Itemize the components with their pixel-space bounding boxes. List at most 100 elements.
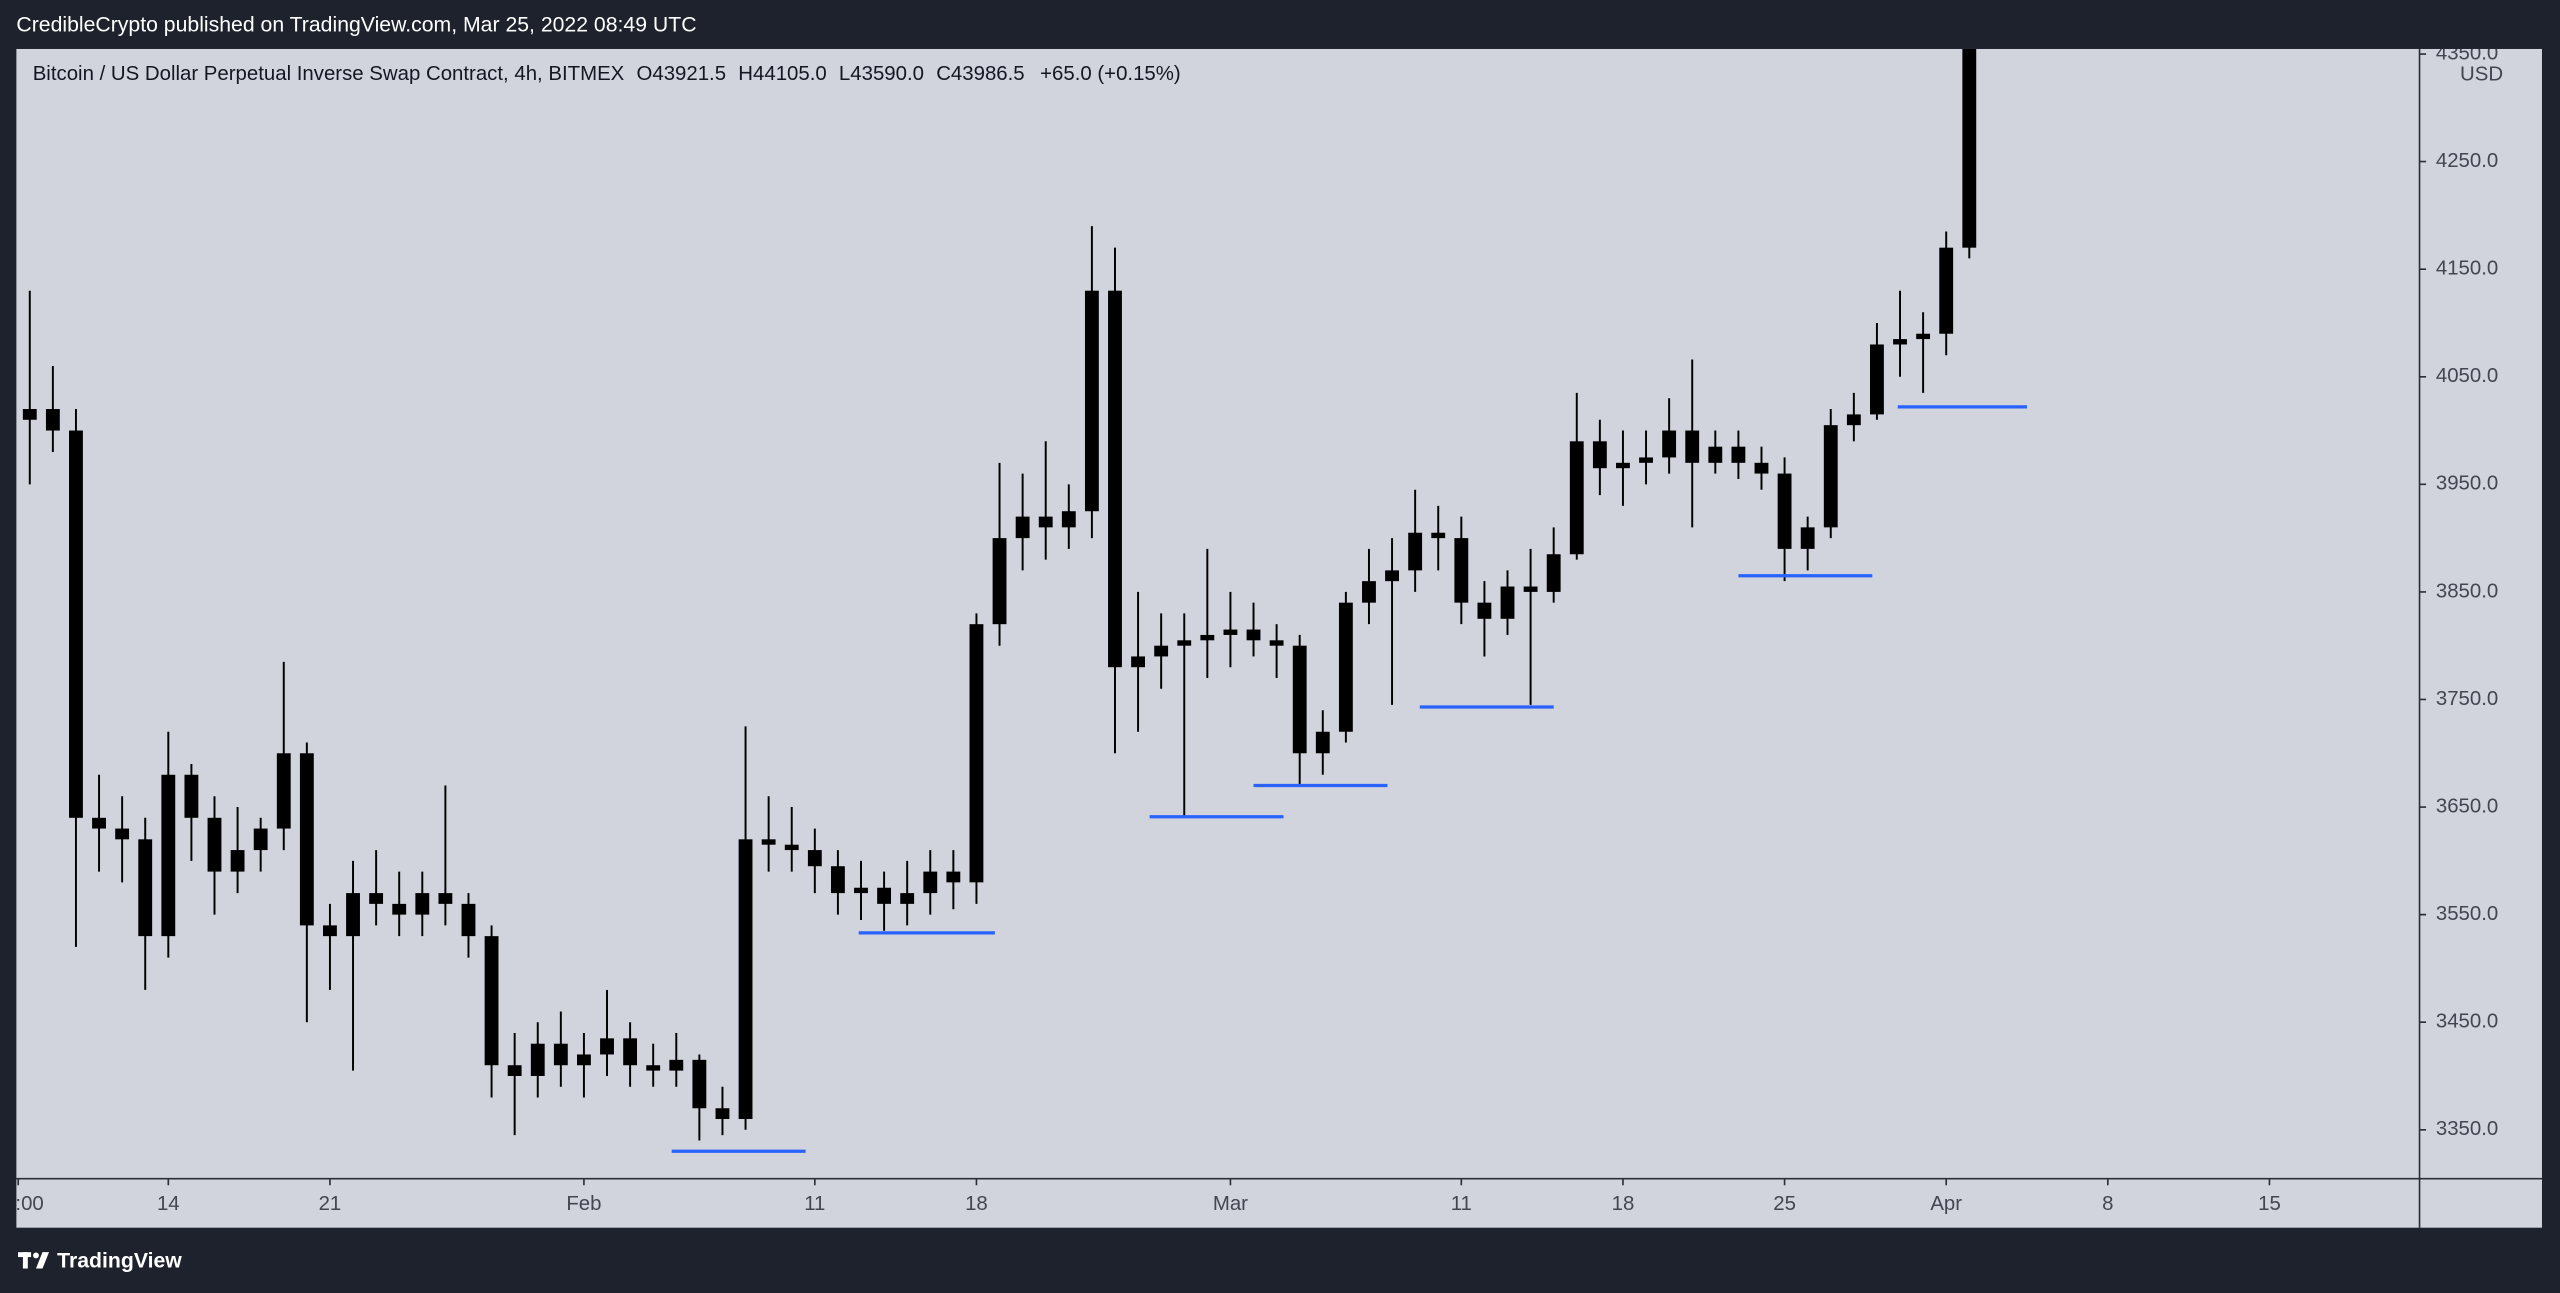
candle-body bbox=[646, 1065, 661, 1071]
candle-body bbox=[1777, 473, 1792, 549]
candle-body bbox=[45, 409, 60, 431]
candle-body bbox=[715, 1108, 730, 1120]
candle-body bbox=[923, 871, 938, 894]
candle-body bbox=[1477, 602, 1492, 619]
candle-body bbox=[115, 828, 130, 840]
x-tick-label: 14 bbox=[157, 1193, 180, 1215]
legend-key: C bbox=[936, 63, 951, 85]
candle-body bbox=[438, 893, 453, 904]
y-tick-label: 4350.0 bbox=[2436, 42, 2498, 64]
brand: TradingView bbox=[57, 1250, 182, 1273]
candle-body bbox=[1523, 586, 1538, 592]
candle-body bbox=[576, 1054, 591, 1066]
candle-body bbox=[1015, 516, 1030, 539]
candle-body bbox=[184, 774, 199, 818]
candle-body bbox=[161, 774, 176, 937]
candle-body bbox=[900, 893, 915, 904]
candle-body bbox=[1916, 333, 1931, 340]
candle-body bbox=[669, 1059, 684, 1071]
candle-body bbox=[1177, 640, 1192, 646]
y-tick-label: 4250.0 bbox=[2436, 150, 2498, 172]
candle-body bbox=[1870, 344, 1884, 415]
y-tick-label: 3950.0 bbox=[2436, 473, 2498, 495]
candle-body bbox=[299, 753, 314, 926]
time-axis: 12:00 14 21 Feb 11 18 Mar 11 18 25 Apr 8 15 bbox=[16, 1178, 2281, 1215]
legend-line: Bitcoin / US Dollar Perpetual Inverse Sw… bbox=[33, 63, 1181, 85]
footer-logo bbox=[18, 1252, 50, 1269]
candle-body bbox=[138, 839, 153, 937]
currency-label: USD bbox=[2460, 63, 2503, 85]
candle-body bbox=[1662, 430, 1677, 458]
x-tick-label: 11 bbox=[1451, 1193, 1472, 1215]
x-tick-label: 11 bbox=[804, 1193, 825, 1215]
candle-body bbox=[1269, 640, 1284, 646]
x-tick-label: Mar bbox=[1213, 1193, 1248, 1215]
y-tick-label: 4150.0 bbox=[2436, 258, 2498, 280]
candle-body bbox=[1338, 602, 1353, 732]
candle-body bbox=[507, 1065, 522, 1076]
candle-body bbox=[738, 839, 753, 1120]
candle-body bbox=[1569, 441, 1584, 555]
candle-body bbox=[1546, 554, 1561, 592]
candle-body bbox=[761, 839, 776, 845]
candle-body bbox=[692, 1059, 707, 1109]
candle-body bbox=[392, 903, 407, 915]
candle-body bbox=[22, 409, 37, 420]
candle-body bbox=[1616, 462, 1630, 469]
candle-body bbox=[854, 887, 868, 894]
candle-body bbox=[1292, 645, 1307, 754]
y-tick-label: 3750.0 bbox=[2436, 688, 2498, 710]
candle-body bbox=[1592, 441, 1607, 469]
x-tick-label: 25 bbox=[1773, 1193, 1796, 1215]
y-tick-label: 3350.0 bbox=[2436, 1118, 2498, 1140]
candle-body bbox=[1061, 511, 1076, 528]
x-tick-label: Feb bbox=[566, 1193, 601, 1215]
legend-value: 43590.0 bbox=[850, 63, 924, 85]
candle-body bbox=[1893, 339, 1907, 345]
candle-body bbox=[346, 893, 360, 937]
candle-body bbox=[877, 887, 892, 904]
candle-body bbox=[1939, 247, 1954, 334]
candle-body bbox=[415, 893, 430, 915]
candle-body bbox=[253, 828, 268, 851]
candle-body bbox=[1038, 516, 1053, 528]
candle-body bbox=[1500, 586, 1515, 619]
price-axis: USD 3350.0 3450.0 3550.0 3650.0 3750.0 3850.0… bbox=[2419, 42, 2503, 1140]
candle-body bbox=[1408, 532, 1423, 571]
y-tick-label: 4050.0 bbox=[2436, 365, 2498, 387]
candle-body bbox=[1800, 527, 1815, 549]
y-tick-label: 3850.0 bbox=[2436, 580, 2498, 602]
candle-body bbox=[1754, 462, 1769, 474]
legend-key: H bbox=[738, 63, 753, 85]
candle-body bbox=[946, 871, 961, 883]
candle-body bbox=[1962, 48, 1977, 248]
x-tick-label: 15 bbox=[2258, 1193, 2281, 1215]
candle-body bbox=[230, 850, 245, 872]
candle-body bbox=[69, 430, 83, 818]
candle-body bbox=[1131, 656, 1145, 668]
candle-body bbox=[276, 753, 291, 829]
candle-body bbox=[1454, 538, 1469, 603]
legend-change: +65.0 (+0.15%) bbox=[1040, 63, 1181, 85]
candle-body bbox=[1846, 414, 1861, 426]
x-tick-label: 18 bbox=[1612, 1193, 1635, 1215]
candle-body bbox=[553, 1043, 568, 1066]
candle-body bbox=[92, 817, 106, 829]
candle-body bbox=[1823, 425, 1838, 528]
candle-body bbox=[1315, 731, 1330, 754]
candle-body bbox=[1108, 290, 1122, 668]
candle-body bbox=[600, 1038, 614, 1055]
candle-body bbox=[1708, 446, 1723, 463]
x-tick-label: 21 bbox=[319, 1193, 342, 1215]
chart-panel bbox=[16, 48, 2542, 1228]
legend-value: 43986.5 bbox=[951, 63, 1025, 85]
legend-key: O bbox=[636, 63, 652, 85]
candle-body bbox=[969, 624, 984, 883]
plot-area bbox=[22, 48, 2028, 1153]
candle-body bbox=[1731, 446, 1746, 463]
y-tick-label: 3450.0 bbox=[2436, 1011, 2498, 1033]
candle-body bbox=[830, 866, 845, 894]
candle-body bbox=[1200, 634, 1215, 641]
candle-body bbox=[1362, 581, 1376, 603]
x-tick-label: Apr bbox=[1930, 1193, 1962, 1215]
